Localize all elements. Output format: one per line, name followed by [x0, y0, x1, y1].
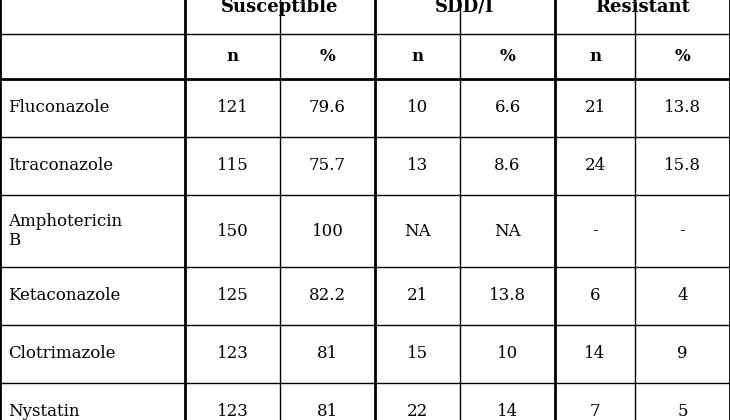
Text: 15.8: 15.8: [664, 158, 701, 174]
Text: %: %: [499, 48, 515, 65]
Text: Clotrimazole: Clotrimazole: [8, 346, 115, 362]
Text: 123: 123: [217, 404, 248, 420]
Text: -: -: [592, 223, 598, 239]
Text: 75.7: 75.7: [309, 158, 346, 174]
Text: 7: 7: [590, 404, 600, 420]
Text: Itraconazole: Itraconazole: [8, 158, 113, 174]
Text: 15: 15: [407, 346, 428, 362]
Text: 81: 81: [317, 346, 338, 362]
Text: Nystatin: Nystatin: [8, 404, 80, 420]
Text: 115: 115: [217, 158, 248, 174]
Text: 100: 100: [312, 223, 343, 239]
Text: 14: 14: [585, 346, 606, 362]
Text: 5: 5: [677, 404, 688, 420]
Text: %: %: [675, 48, 691, 65]
Text: 21: 21: [585, 100, 606, 116]
Text: NA: NA: [404, 223, 431, 239]
Text: 82.2: 82.2: [309, 288, 346, 304]
Text: 125: 125: [217, 288, 248, 304]
Text: 21: 21: [407, 288, 428, 304]
Text: 13: 13: [407, 158, 428, 174]
Text: 10: 10: [497, 346, 518, 362]
Text: 22: 22: [407, 404, 428, 420]
Text: 121: 121: [217, 100, 248, 116]
Text: NA: NA: [494, 223, 520, 239]
Text: 8.6: 8.6: [494, 158, 520, 174]
Text: 123: 123: [217, 346, 248, 362]
Text: 81: 81: [317, 404, 338, 420]
Text: 4: 4: [677, 288, 688, 304]
Text: Susceptible: Susceptible: [221, 0, 339, 16]
Text: 9: 9: [677, 346, 688, 362]
Text: Resistant: Resistant: [595, 0, 690, 16]
Text: %: %: [320, 48, 335, 65]
Text: 13.8: 13.8: [664, 100, 701, 116]
Text: 150: 150: [217, 223, 248, 239]
Text: SDD/I: SDD/I: [435, 0, 495, 16]
Text: 24: 24: [585, 158, 606, 174]
Text: 6.6: 6.6: [494, 100, 520, 116]
Text: -: -: [680, 223, 685, 239]
Text: n: n: [226, 48, 239, 65]
Text: n: n: [589, 48, 601, 65]
Text: Fluconazole: Fluconazole: [8, 100, 109, 116]
Text: 13.8: 13.8: [489, 288, 526, 304]
Text: 79.6: 79.6: [309, 100, 346, 116]
Text: Amphotericin
B: Amphotericin B: [8, 213, 122, 249]
Text: 6: 6: [590, 288, 600, 304]
Text: 14: 14: [497, 404, 518, 420]
Text: n: n: [412, 48, 423, 65]
Text: Ketaconazole: Ketaconazole: [8, 288, 120, 304]
Text: 10: 10: [407, 100, 428, 116]
